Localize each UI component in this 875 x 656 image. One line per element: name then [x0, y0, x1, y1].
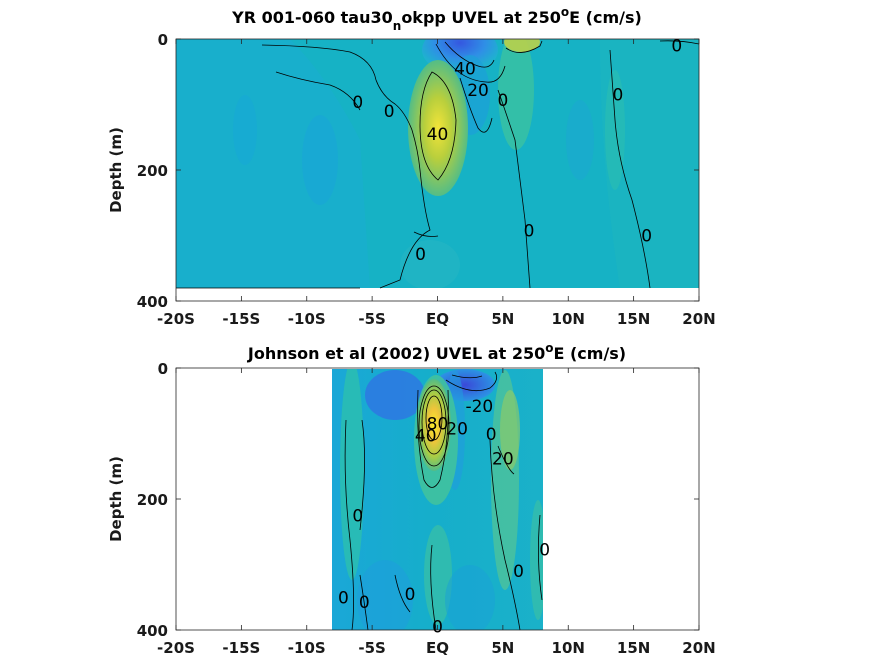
panel-1-x-tick-label: -10S	[288, 310, 326, 328]
panel-2-contour-label: 0	[513, 562, 524, 582]
panel-1-contour-label: 0	[384, 102, 395, 122]
panel-1-x-tick-label: -20S	[157, 310, 195, 328]
panel-2-x-tick-label: 10N	[552, 639, 585, 656]
panel-1-contour-label: 40	[454, 59, 476, 79]
panel-2-title: Johnson et al (2002) UVEL at 250oE (cm/s…	[247, 341, 626, 363]
panel-2-contour-label: -20	[465, 397, 493, 417]
panel-1-x-tick-label: 20N	[682, 310, 715, 328]
panel-2-contour-label: 40	[415, 426, 437, 446]
panel-2: Johnson et al (2002) UVEL at 250oE (cm/s…	[107, 341, 716, 656]
panel-1-y-axis-label: Depth (m)	[107, 127, 125, 213]
panel-2-field	[332, 369, 543, 630]
panel-1-x-tick-label: -5S	[358, 310, 385, 328]
panel-1-x-tick-label: -15S	[222, 310, 260, 328]
panel-2-x-tick-label: -5S	[358, 639, 385, 656]
panel-1-contour-label: 0	[352, 93, 363, 113]
panel-1-x-tick-label: EQ	[426, 310, 449, 328]
panel-1-x-tick-label: 15N	[617, 310, 650, 328]
panel-1-contour-label: 20	[467, 81, 489, 101]
panel-2-x-tick-label: 20N	[682, 639, 715, 656]
panel-2-contour-label: 0	[352, 506, 363, 526]
panel-1-x-ticks: -20S -15S -10S -5S EQ 5N 10N 15N 20N	[157, 39, 716, 328]
panel-2-contour-label: 0	[405, 585, 416, 605]
panel-2-x-tick-label: -20S	[157, 639, 195, 656]
panel-2-contour-label: 0	[338, 588, 349, 608]
panel-2-y-tick-label: 400	[137, 622, 168, 640]
panel-2-x-tick-label: EQ	[426, 639, 449, 656]
panel-1-contour-label: 40	[427, 125, 449, 145]
panel-2-x-ticks: -20S -15S -10S -5S EQ 5N 10N 15N 20N	[157, 368, 716, 656]
panel-1-y-tick-label: 0	[158, 31, 168, 49]
panel-1: YR 001-060 tau30nokpp UVEL at 250oE (cm/…	[107, 5, 716, 328]
panel-1-x-tick-label: 5N	[491, 310, 514, 328]
panel-2-x-tick-label: -15S	[222, 639, 260, 656]
panel-2-x-tick-label: 15N	[617, 639, 650, 656]
panel-1-title: YR 001-060 tau30nokpp UVEL at 250oE (cm/…	[231, 5, 642, 33]
panel-1-contour-label: 0	[524, 221, 535, 241]
panel-1-contour-label: 0	[641, 227, 652, 247]
panel-2-contour-label: 0	[539, 540, 550, 560]
panel-2-contour-label: 80	[427, 415, 449, 435]
panel-2-y-axis-label: Depth (m)	[107, 456, 125, 542]
panel-1-y-tick-label: 200	[137, 162, 168, 180]
panel-1-contour-label: 0	[671, 37, 682, 57]
panel-2-x-tick-label: 5N	[491, 639, 514, 656]
panel-1-x-tick-label: 10N	[552, 310, 585, 328]
panel-2-contour-label: 0	[432, 618, 443, 638]
panel-2-contour-label: 0	[486, 425, 497, 445]
panel-2-contour-label: 20	[492, 449, 514, 469]
panel-1-y-tick-label: 400	[137, 293, 168, 311]
panel-1-contours	[176, 40, 700, 289]
panel-1-contour-label: 0	[613, 86, 624, 106]
panel-1-contour-label: 0	[497, 91, 508, 111]
panel-2-contour-label: 20	[446, 419, 468, 439]
panel-2-contours	[344, 371, 543, 631]
panel-2-x-tick-label: -10S	[288, 639, 326, 656]
panel-2-y-tick-label: 0	[158, 360, 168, 378]
panel-2-contour-label: 0	[359, 593, 370, 613]
panel-1-contour-label: 0	[415, 245, 426, 265]
panel-2-y-tick-label: 200	[137, 491, 168, 509]
